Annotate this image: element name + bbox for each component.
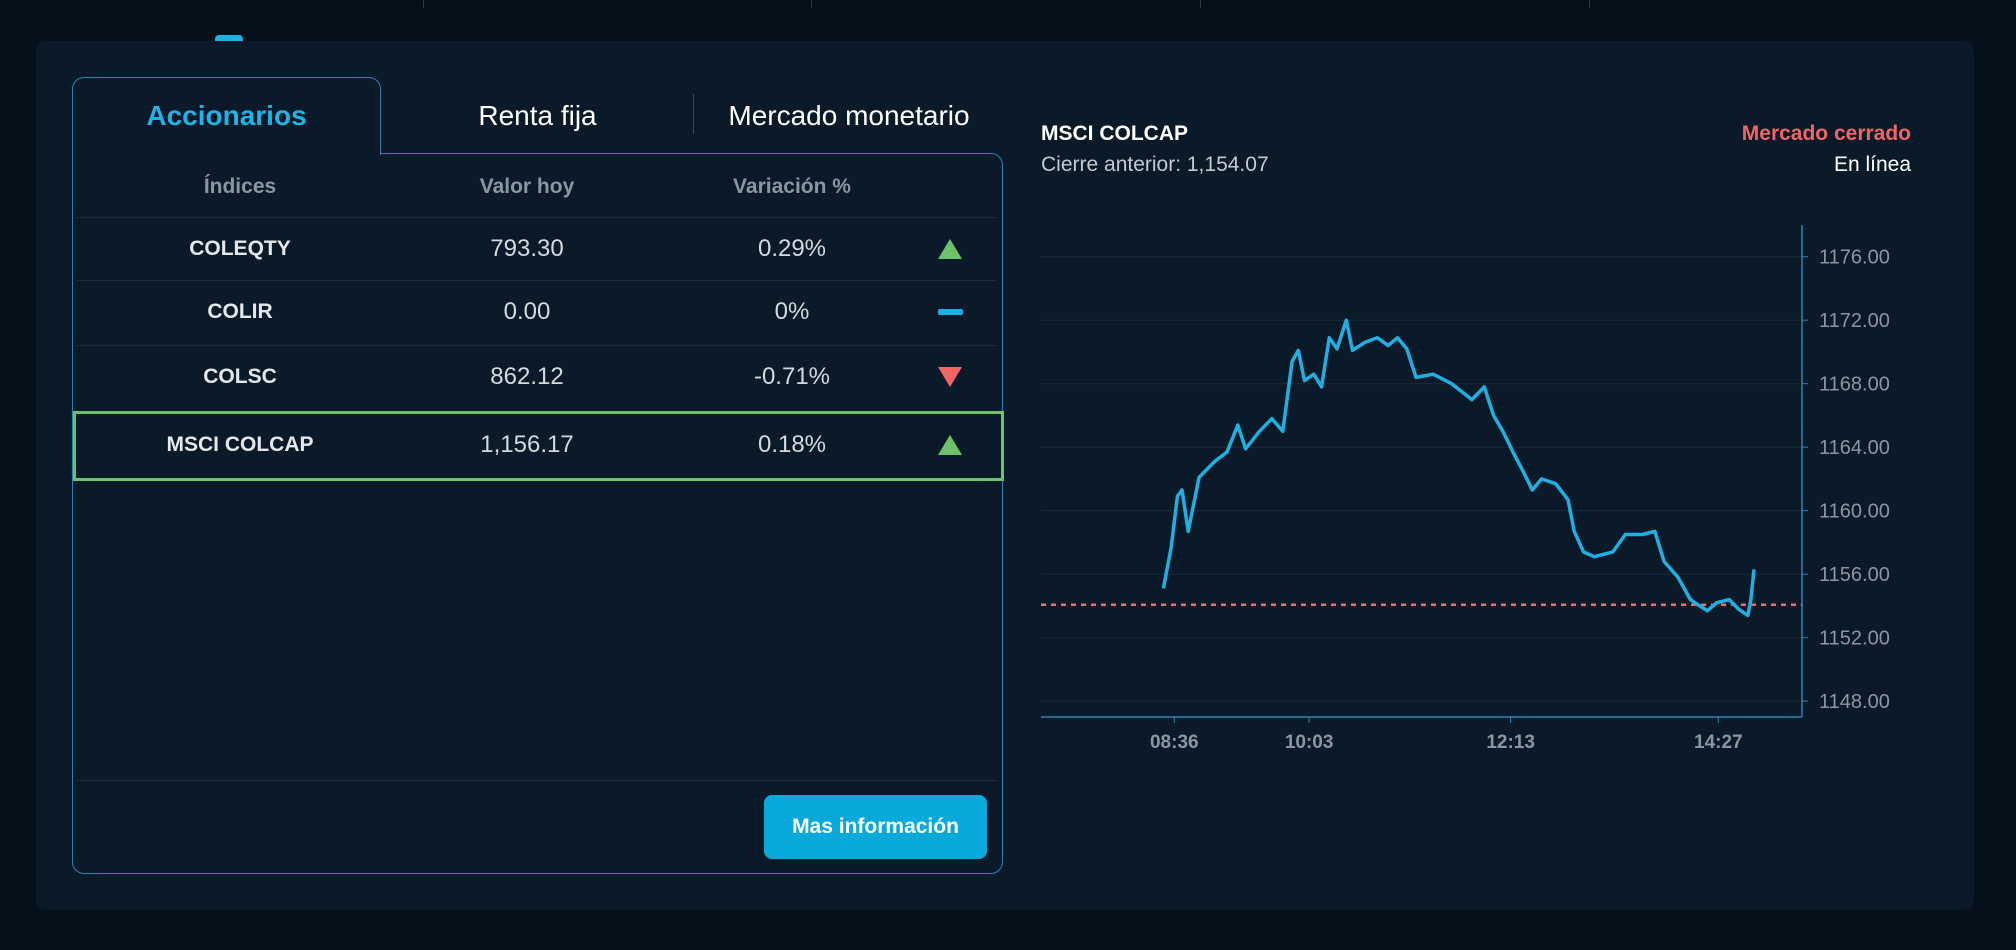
index-value: 793.30 xyxy=(490,235,564,262)
column-header: Variación % xyxy=(733,175,851,198)
separator xyxy=(1200,0,1201,8)
y-tick-label: 1164.00 xyxy=(1819,437,1890,459)
tab[interactable]: Mercado monetario xyxy=(728,100,970,131)
chart-title: MSCI COLCAP xyxy=(1041,122,1188,145)
chart-subtitle: Cierre anterior: 1,154.07 xyxy=(1041,153,1269,176)
tab-indicator xyxy=(215,35,243,43)
more-info-button[interactable]: Mas información xyxy=(764,795,987,859)
index-change: 0.29% xyxy=(757,235,827,262)
x-tick-label: 10:03 xyxy=(1285,732,1334,753)
connection-status: En línea xyxy=(1833,153,1911,176)
tab[interactable]: Accionarios xyxy=(146,100,307,131)
x-tick-label: 12:13 xyxy=(1486,732,1535,753)
index-name: MSCI COLCAP xyxy=(166,433,314,456)
index-value: 1,156.17 xyxy=(480,431,574,458)
separator xyxy=(423,0,424,8)
column-header: Valor hoy xyxy=(479,175,575,198)
trend-up xyxy=(938,239,962,259)
active-tab-frame xyxy=(72,77,381,155)
index-name: COLIR xyxy=(207,300,273,323)
tab[interactable]: Renta fija xyxy=(478,100,597,131)
separator xyxy=(1589,0,1590,8)
trend-flat xyxy=(938,309,963,315)
column-header: Índices xyxy=(203,175,277,198)
index-change: 0.18% xyxy=(757,431,827,458)
x-tick-label: 08:36 xyxy=(1150,732,1199,753)
index-value: 862.12 xyxy=(490,363,564,390)
index-name: COLSC xyxy=(203,365,277,388)
top-bar xyxy=(0,0,2016,8)
y-tick-label: 1152.00 xyxy=(1819,628,1890,650)
y-tick-label: 1176.00 xyxy=(1819,247,1890,269)
row-line xyxy=(76,217,997,218)
price-line xyxy=(1161,318,1756,618)
card xyxy=(36,41,1974,910)
index-change: 0% xyxy=(774,298,810,325)
index-name: COLEQTY xyxy=(189,237,291,260)
row-line xyxy=(76,345,997,346)
selected-row xyxy=(73,411,1004,481)
y-tick-label: 1148.00 xyxy=(1819,691,1890,713)
separator xyxy=(811,0,812,8)
y-tick-label: 1168.00 xyxy=(1819,374,1890,396)
trend-down xyxy=(938,367,962,387)
market-status: Mercado cerrado xyxy=(1741,122,1911,145)
index-value: 0.00 xyxy=(503,298,551,325)
table-panel xyxy=(72,153,1003,874)
x-tick-label: 14:27 xyxy=(1694,732,1743,753)
y-tick-label: 1156.00 xyxy=(1819,564,1890,586)
row-line xyxy=(76,280,997,281)
tab-separator xyxy=(693,94,694,134)
index-change: -0.71% xyxy=(753,363,831,390)
y-tick-label: 1172.00 xyxy=(1819,310,1890,332)
trend-up xyxy=(938,435,962,455)
footer-line xyxy=(76,780,997,781)
y-tick-label: 1160.00 xyxy=(1819,501,1890,523)
